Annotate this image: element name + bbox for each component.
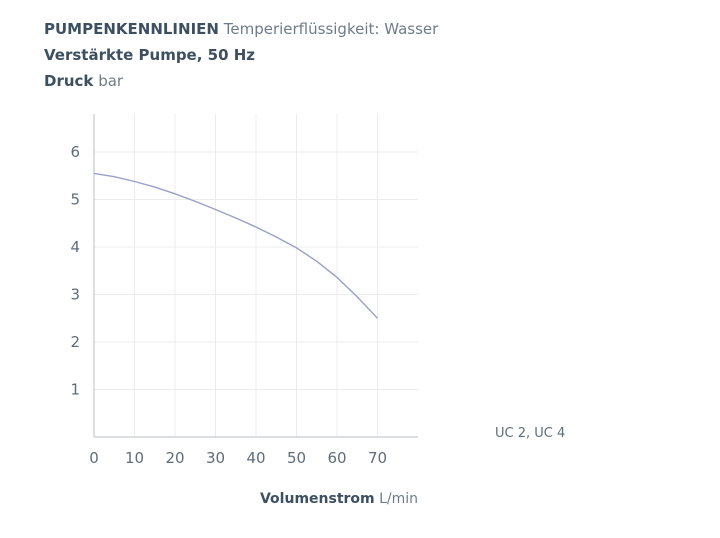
y-tick-label-6: 6	[70, 143, 80, 161]
x-axis-title-bold: Volumenstrom	[260, 491, 375, 507]
y-axis-title-bold: Druck	[44, 72, 94, 90]
x-tick-label-50: 50	[287, 449, 306, 467]
y-tick-label-3: 3	[70, 286, 80, 304]
y-axis-title: Druck bar	[44, 72, 123, 90]
series-line-0	[93, 172, 379, 319]
x-tick-label-20: 20	[165, 449, 184, 467]
legend-label-0: UC 2, UC 4	[495, 426, 565, 441]
y-tick-label-1: 1	[70, 381, 80, 399]
x-tick-label-30: 30	[206, 449, 225, 467]
chart-title-rest: Temperierflüssigkeit: Wasser	[223, 20, 439, 38]
y-tick-label-5: 5	[70, 191, 80, 209]
y-tick-label-4: 4	[70, 238, 80, 256]
chart-title: PUMPENKENNLINIEN Temperierflüssigkeit: W…	[44, 20, 438, 38]
x-tick-label-40: 40	[246, 449, 265, 467]
chart-title-bold: PUMPENKENNLINIEN	[44, 20, 219, 38]
x-tick-label-10: 10	[125, 449, 144, 467]
x-tick-label-60: 60	[327, 449, 346, 467]
x-axis-title: Volumenstrom L/min	[260, 491, 418, 507]
y-tick-label-2: 2	[70, 333, 80, 351]
chart-subtitle: Verstärkte Pumpe, 50 Hz	[44, 46, 255, 64]
y-axis-title-unit: bar	[98, 72, 124, 90]
x-tick-label-0: 0	[89, 449, 99, 467]
x-tick-label-70: 70	[368, 449, 387, 467]
chart-subtitle-text: Verstärkte Pumpe, 50 Hz	[44, 46, 256, 64]
x-axis-title-unit: L/min	[375, 491, 418, 507]
